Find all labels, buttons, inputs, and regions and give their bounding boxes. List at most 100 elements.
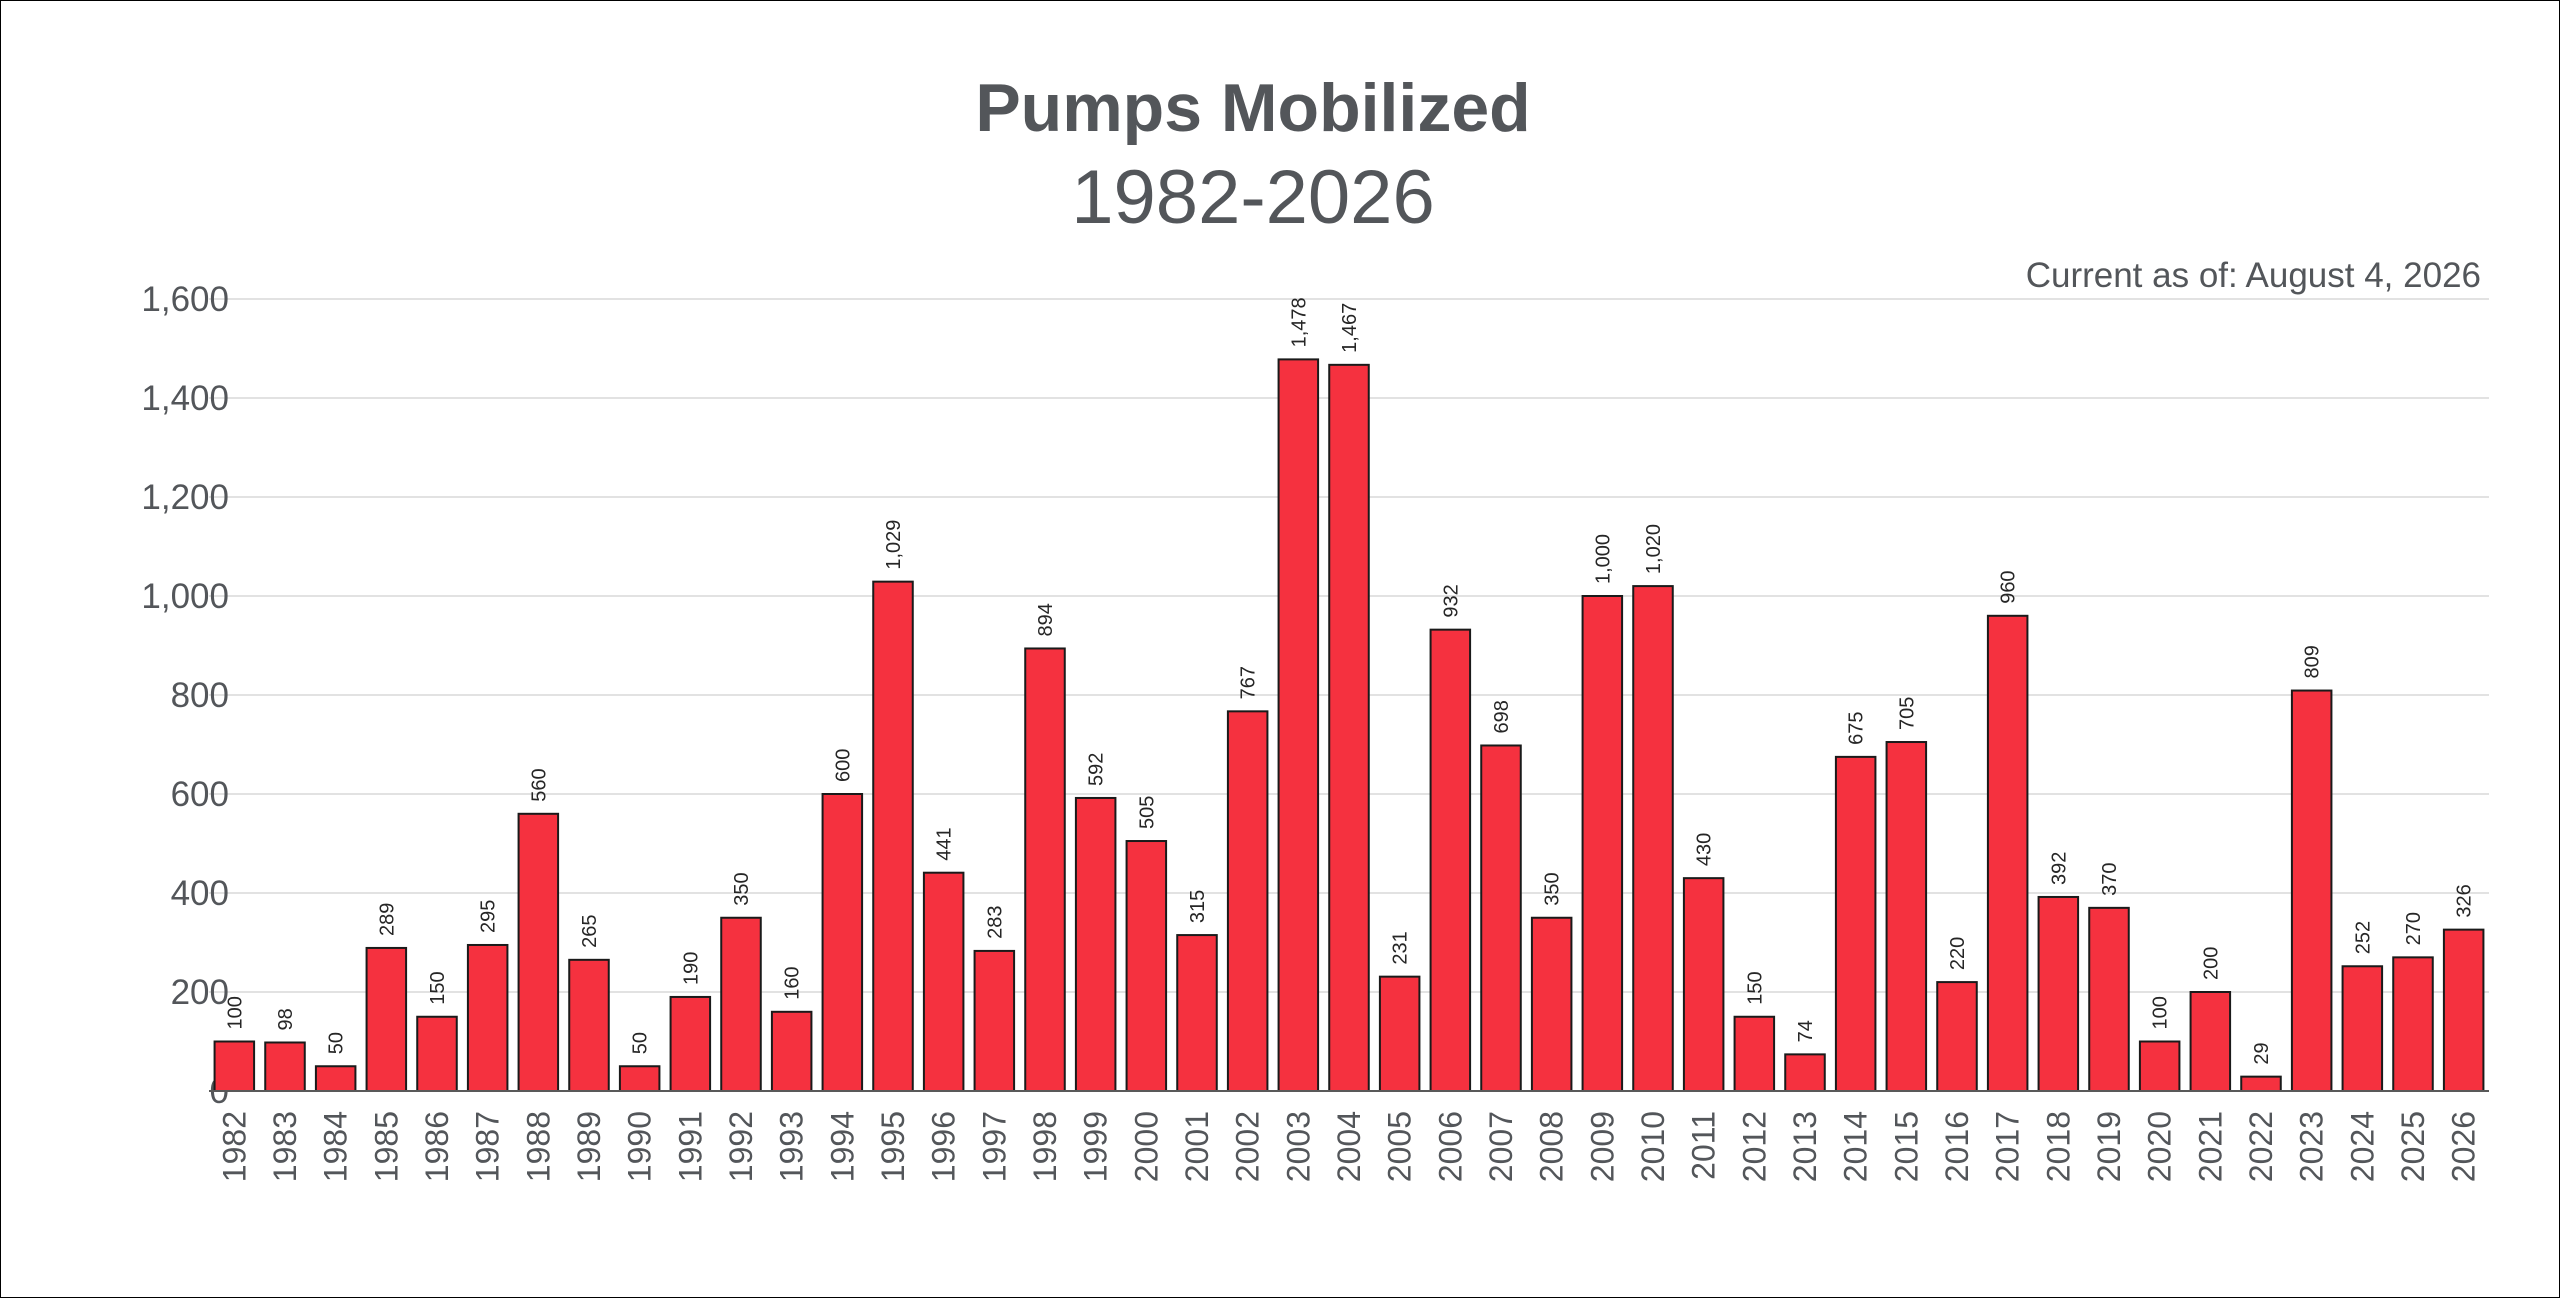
data-label: 289 [376, 903, 398, 936]
x-tick-label: 1988 [520, 1111, 556, 1182]
bar-2017 [1986, 614, 2029, 1092]
bar-1987 [466, 943, 509, 1092]
bar-1984 [314, 1065, 357, 1092]
x-tick-label: 2020 [2142, 1111, 2178, 1182]
x-tick-label: 2022 [2243, 1111, 2279, 1182]
y-tick-label: 600 [171, 775, 229, 814]
data-label: 98 [275, 1008, 297, 1030]
x-tick-label: 2009 [1584, 1111, 1620, 1182]
data-label: 252 [2352, 921, 2374, 954]
x-tick-label: 2001 [1179, 1111, 1215, 1182]
data-label: 600 [832, 749, 854, 782]
data-label: 220 [1947, 937, 1969, 970]
bar-2015 [1885, 741, 1928, 1093]
data-label: 190 [680, 952, 702, 985]
x-tick-label: 2012 [1736, 1111, 1772, 1182]
data-label: 100 [224, 996, 246, 1029]
x-tick-label: 2015 [1888, 1111, 1924, 1182]
bar-1982 [213, 1040, 256, 1092]
x-tick-label: 2007 [1483, 1111, 1519, 1182]
bar-2005 [1378, 975, 1421, 1093]
data-label: 560 [528, 768, 550, 801]
x-tick-label: 2016 [1939, 1111, 1975, 1182]
x-tick-label: 1986 [419, 1111, 455, 1182]
data-label: 326 [2454, 884, 2476, 917]
x-tick-label: 2018 [2040, 1111, 2076, 1182]
bar-2000 [1125, 840, 1168, 1093]
y-tick-label: 200 [171, 973, 229, 1012]
data-label: 29 [2251, 1042, 2273, 1064]
data-label: 705 [1896, 697, 1918, 730]
bar-2021 [2189, 991, 2232, 1092]
data-label: 960 [1998, 570, 2020, 603]
x-tick-label: 2026 [2446, 1111, 2482, 1182]
bar-1988 [517, 812, 560, 1092]
x-tick-label: 2004 [1331, 1111, 1367, 1182]
x-tick-label: 2000 [1128, 1111, 1164, 1182]
bar-2006 [1429, 628, 1472, 1092]
bar-2023 [2290, 689, 2333, 1092]
x-tick-label: 2008 [1534, 1111, 1570, 1182]
x-tick-label: 1985 [368, 1111, 404, 1182]
bar-2004 [1328, 363, 1370, 1092]
data-label: 932 [1440, 584, 1462, 617]
y-tick-label: 1,200 [141, 478, 229, 517]
x-tick-label: 1992 [723, 1111, 759, 1182]
bar-2007 [1480, 744, 1522, 1092]
data-label: 767 [1238, 666, 1260, 699]
data-label: 505 [1136, 796, 1158, 829]
bar-1985 [365, 946, 408, 1092]
bar-2019 [2088, 906, 2130, 1092]
bar-2018 [2037, 895, 2080, 1093]
x-tick-label: 1999 [1078, 1111, 1114, 1182]
data-label: 265 [579, 914, 601, 947]
bar-2010 [1632, 585, 1674, 1092]
bar-1998 [1024, 647, 1066, 1092]
x-tick-label: 1983 [267, 1111, 303, 1182]
bar-2013 [1784, 1053, 1826, 1092]
data-label: 150 [1744, 971, 1766, 1004]
bar-2022 [2240, 1075, 2282, 1093]
bar-2016 [1936, 981, 1978, 1092]
data-label: 350 [731, 872, 753, 905]
bar-2011 [1682, 877, 1725, 1093]
x-tick-label: 2006 [1432, 1111, 1468, 1182]
bar-2026 [2442, 928, 2485, 1092]
data-label: 430 [1694, 833, 1716, 866]
chart-title: Pumps Mobilized [975, 70, 1530, 146]
bar-1996 [922, 871, 965, 1093]
x-tick-label: 1990 [622, 1111, 658, 1182]
y-tick-label: 1,000 [141, 577, 229, 616]
data-label: 231 [1390, 931, 1412, 964]
x-tick-label: 2011 [1686, 1111, 1722, 1180]
x-tick-label: 1996 [926, 1111, 962, 1182]
data-label: 1,029 [883, 520, 905, 570]
data-label: 160 [782, 966, 804, 999]
x-tick-label: 2024 [2344, 1111, 2380, 1182]
data-label: 370 [2099, 862, 2121, 895]
bar-2014 [1834, 755, 1877, 1092]
current-as-of-note: Current as of: August 4, 2026 [2026, 256, 2481, 295]
bar-2003 [1277, 358, 1320, 1092]
y-tick-label: 1,400 [141, 379, 229, 418]
chart-subtitle: 1982-2026 [1071, 155, 1434, 240]
x-tick-label: 1994 [824, 1111, 860, 1182]
x-tick-label: 2003 [1280, 1111, 1316, 1182]
x-tick-label: 1984 [318, 1111, 354, 1182]
data-label: 295 [478, 900, 500, 933]
data-label: 200 [2200, 947, 2222, 980]
data-label: 1,000 [1592, 534, 1614, 584]
data-label: 150 [427, 971, 449, 1004]
data-label: 315 [1187, 890, 1209, 923]
data-label: 592 [1086, 753, 1108, 786]
x-tick-label: 1997 [976, 1111, 1012, 1182]
data-label: 1,020 [1643, 524, 1665, 574]
x-tick-label: 2017 [1990, 1111, 2026, 1182]
y-tick-label: 800 [171, 676, 229, 715]
x-tick-label: 2010 [1635, 1111, 1671, 1182]
x-tick-label: 1982 [216, 1111, 252, 1182]
x-tick-label: 2025 [2395, 1111, 2431, 1182]
bar-1997 [973, 949, 1016, 1092]
